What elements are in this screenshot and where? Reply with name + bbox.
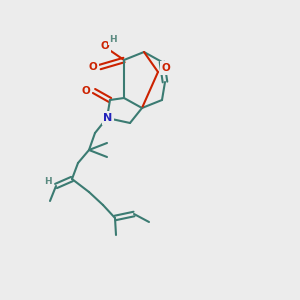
Text: H: H	[44, 176, 52, 185]
Text: O: O	[162, 63, 170, 73]
Text: O: O	[100, 41, 109, 51]
Text: H: H	[109, 35, 117, 44]
Text: N: N	[103, 113, 112, 123]
Text: O: O	[88, 62, 98, 72]
Text: O: O	[82, 86, 90, 96]
